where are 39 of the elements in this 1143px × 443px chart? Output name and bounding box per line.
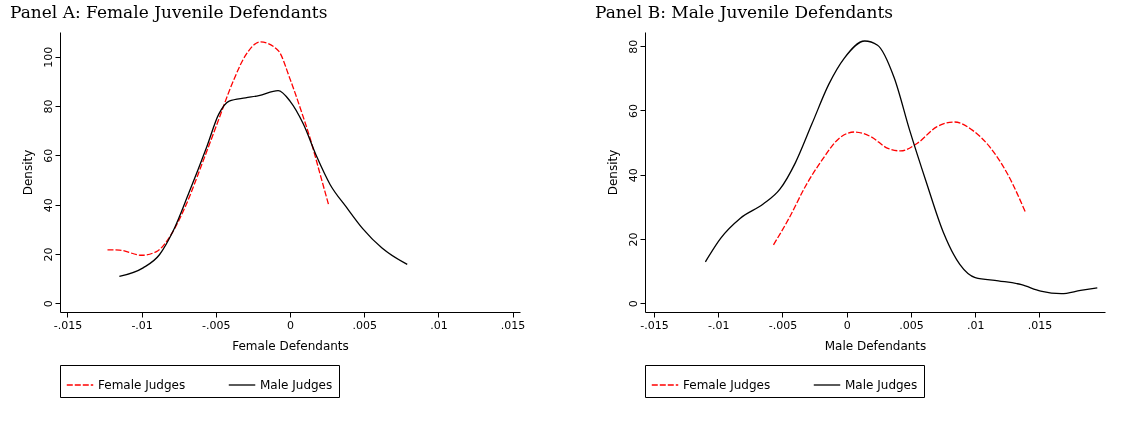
line-series xyxy=(118,90,408,278)
y-tick-label: 60 xyxy=(626,103,640,118)
line-series xyxy=(704,40,1098,295)
x-axis-title: Male Defendants xyxy=(824,338,927,353)
y-tick-label: 0 xyxy=(41,300,55,308)
x-tick-label: -.015 xyxy=(53,318,83,332)
x-tick-label: -.015 xyxy=(640,318,669,332)
x-tick-label: 0 xyxy=(843,318,851,332)
y-axis-title: Density xyxy=(20,149,35,196)
legend-label: Female Judges xyxy=(683,378,771,392)
line-series xyxy=(772,121,1026,246)
y-tick-label: 60 xyxy=(41,148,55,163)
legend-label: Male Judges xyxy=(845,378,918,392)
y-tick-label: 100 xyxy=(41,46,55,68)
y-tick-label: 20 xyxy=(626,232,640,247)
x-tick-label: -.01 xyxy=(131,318,153,332)
line-series xyxy=(106,41,330,256)
legend-label: Female Judges xyxy=(98,378,186,392)
x-tick-label: 0 xyxy=(287,318,294,332)
x-tick-label: .01 xyxy=(430,318,448,332)
y-tick-label: 40 xyxy=(626,168,640,183)
y-tick-label: 0 xyxy=(626,300,640,308)
y-axis-title: Density xyxy=(605,149,620,196)
x-axis-title: Female Defendants xyxy=(232,338,349,353)
y-tick-label: 80 xyxy=(41,99,55,114)
chart-title: Panel B: Male Juvenile Defendants xyxy=(595,2,893,22)
y-tick-label: 40 xyxy=(41,198,55,213)
x-tick-label: .01 xyxy=(966,318,985,332)
x-tick-label: -.01 xyxy=(708,318,730,332)
x-tick-label: -.005 xyxy=(768,318,798,332)
y-tick-label: 20 xyxy=(41,247,55,262)
x-tick-label: .015 xyxy=(1027,318,1053,332)
y-tick-label: 80 xyxy=(626,39,640,54)
x-tick-label: -.005 xyxy=(202,318,231,332)
x-tick-label: .015 xyxy=(500,318,526,332)
chart-title: Panel A: Female Juvenile Defendants xyxy=(10,2,328,22)
x-tick-label: .005 xyxy=(899,318,924,332)
x-tick-label: .005 xyxy=(352,318,377,332)
legend-label: Male Judges xyxy=(260,378,333,392)
